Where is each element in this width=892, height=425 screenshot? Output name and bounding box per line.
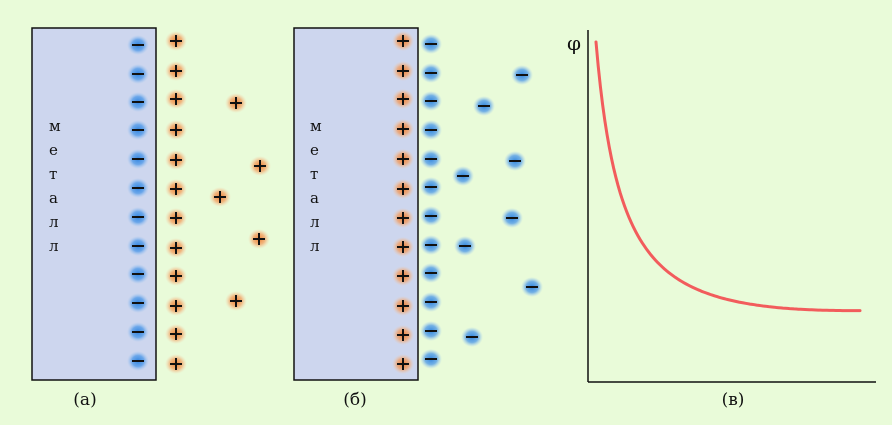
minus-ion-icon	[420, 177, 442, 197]
plus-ion-icon	[392, 237, 414, 257]
metal-letter: л	[49, 213, 59, 231]
metal-plate-b	[293, 27, 419, 381]
minus-ion-icon	[454, 236, 476, 256]
metal-letter: м	[310, 117, 322, 135]
plus-ion-icon	[392, 266, 414, 286]
minus-ion-icon	[127, 351, 149, 371]
plus-ion-icon	[225, 291, 247, 311]
panel-caption-c: (в)	[722, 390, 745, 410]
metal-letter: а	[310, 189, 319, 207]
minus-ion-icon	[127, 207, 149, 227]
minus-ion-icon	[521, 277, 543, 297]
minus-ion-icon	[127, 92, 149, 112]
minus-ion-icon	[452, 166, 474, 186]
plus-ion-icon	[392, 325, 414, 345]
metal-letter: л	[49, 237, 59, 255]
minus-ion-icon	[473, 96, 495, 116]
plus-ion-icon	[165, 31, 187, 51]
minus-ion-icon	[127, 293, 149, 313]
plus-ion-icon	[392, 89, 414, 109]
panel-caption-b: (б)	[343, 390, 367, 410]
minus-ion-icon	[127, 64, 149, 84]
minus-ion-icon	[127, 178, 149, 198]
minus-ion-icon	[127, 120, 149, 140]
plus-ion-icon	[392, 119, 414, 139]
plus-ion-icon	[165, 266, 187, 286]
y-axis-label: φ	[567, 31, 581, 55]
plus-ion-icon	[392, 31, 414, 51]
minus-ion-icon	[504, 151, 526, 171]
panel-a: м е т а л л (а)	[31, 27, 271, 410]
minus-ion-icon	[127, 264, 149, 284]
plus-ion-icon	[392, 61, 414, 81]
metal-letter: т	[310, 165, 318, 183]
metal-letter: т	[49, 165, 57, 183]
plus-ion-icon	[165, 89, 187, 109]
metal-letter: м	[49, 117, 61, 135]
minus-ion-icon	[420, 263, 442, 283]
ions-a	[127, 31, 271, 374]
plus-ion-icon	[165, 208, 187, 228]
minus-ion-icon	[420, 63, 442, 83]
minus-ion-icon	[511, 65, 533, 85]
minus-ion-icon	[420, 321, 442, 341]
plus-ion-icon	[165, 354, 187, 374]
minus-ion-icon	[127, 322, 149, 342]
plus-ion-icon	[392, 208, 414, 228]
metal-label-b: м е т а л л	[310, 117, 322, 255]
plus-ion-icon	[392, 354, 414, 374]
metal-letter: л	[310, 237, 320, 255]
plus-ion-icon	[392, 296, 414, 316]
minus-ion-icon	[420, 235, 442, 255]
metal-letter: л	[310, 213, 320, 231]
minus-ion-icon	[420, 120, 442, 140]
plus-ion-icon	[248, 229, 270, 249]
panel-c-graph: φ (в)	[567, 30, 876, 410]
plus-ion-icon	[392, 179, 414, 199]
metal-letter: е	[49, 141, 58, 159]
plus-ion-icon	[165, 61, 187, 81]
plus-ion-icon	[165, 120, 187, 140]
minus-ion-icon	[420, 91, 442, 111]
minus-ion-icon	[127, 149, 149, 169]
metal-letter: е	[310, 141, 319, 159]
plus-ion-icon	[165, 179, 187, 199]
minus-ion-icon	[127, 236, 149, 256]
minus-ion-icon	[420, 34, 442, 54]
minus-ion-icon	[461, 327, 483, 347]
minus-ion-icon	[501, 208, 523, 228]
metal-label-a: м е т а л л	[49, 117, 61, 255]
metal-letter: а	[49, 189, 58, 207]
minus-ion-icon	[127, 35, 149, 55]
minus-ion-icon	[420, 206, 442, 226]
minus-ion-icon	[420, 149, 442, 169]
metal-plate-a	[31, 27, 157, 381]
plus-ion-icon	[209, 187, 231, 207]
plus-ion-icon	[165, 150, 187, 170]
plus-ion-icon	[165, 296, 187, 316]
panel-caption-a: (а)	[73, 390, 96, 410]
ions-b	[392, 31, 543, 374]
minus-ion-icon	[420, 292, 442, 312]
plus-ion-icon	[165, 324, 187, 344]
potential-curve	[594, 40, 862, 313]
panel-b: м е т а л л (б)	[293, 27, 543, 410]
plus-ion-icon	[392, 149, 414, 169]
plus-ion-icon	[165, 238, 187, 258]
plus-ion-icon	[225, 93, 247, 113]
minus-ion-icon	[420, 349, 442, 369]
plus-ion-icon	[249, 156, 271, 176]
